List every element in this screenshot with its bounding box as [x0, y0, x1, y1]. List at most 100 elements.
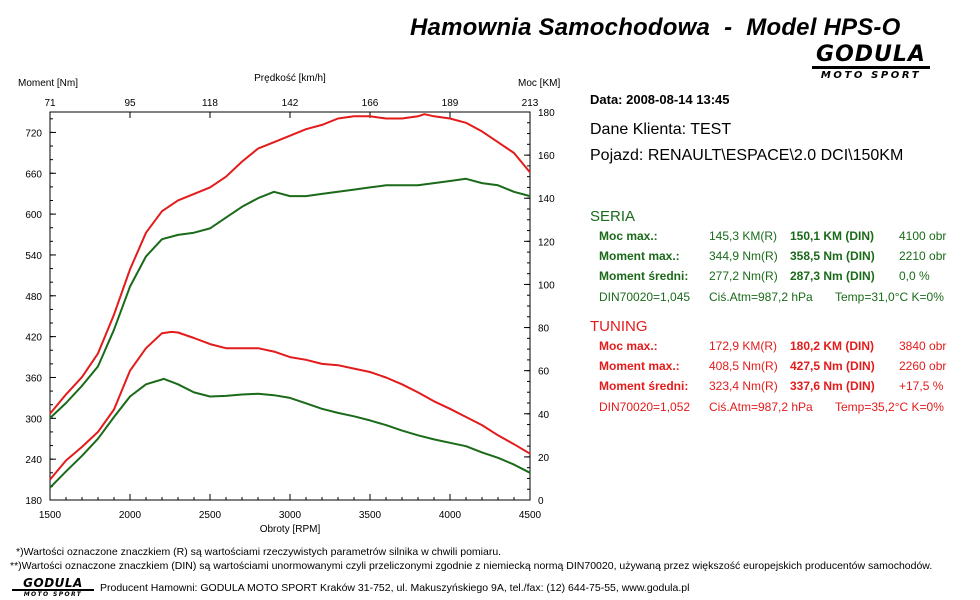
- top-tick-label: 166: [362, 98, 379, 109]
- row-value-r: 408,5 Nm(R): [709, 359, 778, 373]
- row-value-r: 145,3 KM(R): [709, 229, 778, 243]
- footnote-din: **)Wartości oznaczone znaczkiem (DIN) są…: [10, 560, 933, 572]
- y-left-tick-label: 720: [25, 128, 42, 139]
- y-left-tick-label: 600: [25, 210, 42, 221]
- y-right-tick-label: 100: [538, 280, 555, 291]
- tuning-row-torque: Moment max.: 408,5 Nm(R) 427,5 Nm (DIN) …: [599, 359, 969, 377]
- row-value-percent: +17,5 %: [899, 379, 944, 393]
- x-axis-label: Obroty [RPM]: [260, 524, 321, 535]
- tuning-row-avg-torque: Moment średni: 323,4 Nm(R) 337,6 Nm (DIN…: [599, 379, 969, 397]
- godula-logo-small: GODULA MOTO SPORT: [12, 577, 94, 598]
- y-right-tick-label: 120: [538, 237, 555, 248]
- title-left: Hamownia Samochodowa: [410, 14, 711, 41]
- din-factor: DIN70020=1,052: [599, 400, 691, 414]
- top-tick-label: 213: [522, 98, 539, 109]
- y-left-tick-label: 660: [25, 169, 42, 180]
- y-left-tick-label: 240: [25, 455, 42, 466]
- x-tick-label: 2000: [119, 510, 142, 521]
- top-tick-label: 95: [124, 98, 136, 109]
- tuning-results: Moc max.: 172,9 KM(R) 180,2 KM (DIN) 384…: [599, 339, 969, 419]
- row-value-din: 287,3 Nm (DIN): [790, 269, 875, 283]
- logo-subtext: MOTO SPORT: [820, 70, 922, 81]
- y-left-axis-label: Moment [Nm]: [18, 78, 78, 89]
- chart-ticks: [49, 111, 531, 501]
- top-axis-label: Prędkość [km/h]: [254, 73, 326, 84]
- y-right-tick-label: 0: [538, 496, 544, 507]
- logo-subtext: MOTO SPORT: [23, 591, 83, 598]
- measurement-date: Data: 2008-08-14 13:45: [590, 92, 730, 107]
- row-value-r: 323,4 Nm(R): [709, 379, 778, 393]
- title-separator: -: [724, 14, 733, 41]
- y-left-tick-label: 420: [25, 333, 42, 344]
- tuning-torque-line: [49, 330, 531, 481]
- y-right-tick-label: 80: [538, 324, 550, 335]
- temperature: Temp=35,2°C K=0%: [835, 400, 944, 414]
- y-right-tick-label: 160: [538, 151, 555, 162]
- row-value-rpm: 4100 obr: [899, 229, 947, 243]
- y-right-tick-label: 60: [538, 367, 550, 378]
- atm-pressure: Ciś.Atm=987,2 hPa: [709, 290, 813, 304]
- row-label: Moment max.:: [599, 249, 680, 263]
- tuning-row-conditions: DIN70020=1,052 Ciś.Atm=987,2 hPa Temp=35…: [599, 400, 969, 418]
- godula-logo: GODULA MOTO SPORT: [812, 44, 930, 81]
- producer-info: Producent Hamowni: GODULA MOTO SPORT Kra…: [100, 581, 690, 594]
- row-value-rpm: 3840 obr: [899, 339, 947, 353]
- x-tick-label: 3000: [279, 510, 302, 521]
- temperature: Temp=31,0°C K=0%: [835, 290, 944, 304]
- row-value-r: 172,9 KM(R): [709, 339, 778, 353]
- y-right-tick-label: 20: [538, 453, 550, 464]
- top-tick-label: 142: [282, 98, 299, 109]
- row-value-din: 427,5 Nm (DIN): [790, 359, 875, 373]
- row-value-din: 150,1 KM (DIN): [790, 229, 875, 243]
- row-label: Moment średni:: [599, 379, 689, 393]
- x-tick-label: 3500: [359, 510, 382, 521]
- x-tick-label: 1500: [39, 510, 62, 521]
- row-value-din: 337,6 Nm (DIN): [790, 379, 875, 393]
- tuning-row-power: Moc max.: 172,9 KM(R) 180,2 KM (DIN) 384…: [599, 339, 969, 357]
- x-tick-label: 4000: [439, 510, 462, 521]
- x-tick-label: 4500: [519, 510, 542, 521]
- client-data: Dane Klienta: TEST: [590, 121, 732, 138]
- y-right-axis-label: Moc [KM]: [518, 78, 560, 89]
- y-left-tick-label: 180: [25, 496, 42, 507]
- y-left-tick-label: 540: [25, 251, 42, 262]
- tuning-title: TUNING: [590, 318, 648, 335]
- producer-footer: GODULA MOTO SPORT Producent Hamowni: GOD…: [12, 577, 689, 598]
- title-right: Model HPS-O: [746, 14, 901, 41]
- logo-text: GODULA: [812, 44, 930, 69]
- footnote-r: *)Wartości oznaczone znaczkiem (R) są wa…: [16, 546, 502, 558]
- y-left-tick-label: 480: [25, 292, 42, 303]
- tuning-power-line: [49, 113, 531, 415]
- atm-pressure: Ciś.Atm=987,2 hPa: [709, 400, 813, 414]
- row-value-rpm: 2210 obr: [899, 249, 947, 263]
- seria-row-conditions: DIN70020=1,045 Ciś.Atm=987,2 hPa Temp=31…: [599, 290, 969, 308]
- x-tick-label: 2500: [199, 510, 222, 521]
- seria-results: Moc max.: 145,3 KM(R) 150,1 KM (DIN) 410…: [599, 229, 969, 309]
- logo-text: GODULA: [12, 577, 94, 591]
- row-label: Moc max.:: [599, 229, 658, 243]
- row-label: Moment max.:: [599, 359, 680, 373]
- chart-lines: [49, 113, 531, 489]
- din-factor: DIN70020=1,045: [599, 290, 691, 304]
- row-label: Moment średni:: [599, 269, 689, 283]
- row-value-r: 344,9 Nm(R): [709, 249, 778, 263]
- row-value-din: 358,5 Nm (DIN): [790, 249, 875, 263]
- seria-row-torque: Moment max.: 344,9 Nm(R) 358,5 Nm (DIN) …: [599, 249, 969, 267]
- top-tick-label: 118: [202, 98, 218, 109]
- y-left-tick-label: 360: [25, 373, 42, 384]
- row-value-din: 180,2 KM (DIN): [790, 339, 875, 353]
- vehicle-data: Pojazd: RENAULT\ESPACE\2.0 DCI\150KM: [590, 147, 904, 164]
- row-value-percent: 0,0 %: [899, 269, 930, 283]
- seria-row-power: Moc max.: 145,3 KM(R) 150,1 KM (DIN) 410…: [599, 229, 969, 247]
- page-title: Hamownia Samochodowa - Model HPS-O: [410, 14, 900, 42]
- row-label: Moc max.:: [599, 339, 658, 353]
- seria-title: SERIA: [590, 208, 636, 225]
- row-value-rpm: 2260 obr: [899, 359, 947, 373]
- seria-row-avg-torque: Moment średni: 277,2 Nm(R) 287,3 Nm (DIN…: [599, 269, 969, 287]
- seria-torque-line: [49, 377, 531, 489]
- y-right-tick-label: 140: [538, 194, 555, 205]
- seria-power-line: [49, 177, 531, 419]
- y-left-tick-label: 300: [25, 414, 42, 425]
